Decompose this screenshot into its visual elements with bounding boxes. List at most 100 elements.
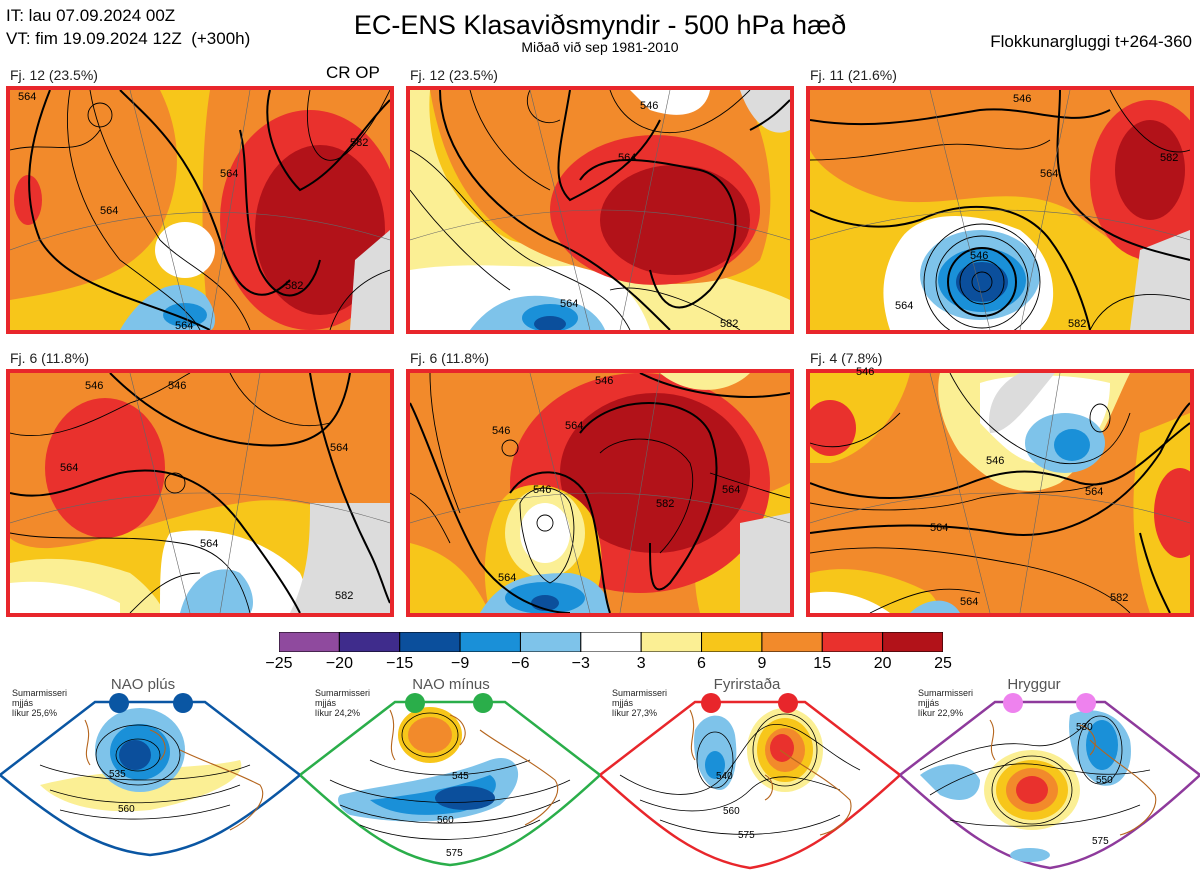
- colorbar-tick: −6: [511, 655, 530, 672]
- cluster-window: Flokkunargluggi t+264-360: [990, 32, 1192, 51]
- panel-1-contour-c: 564: [100, 205, 119, 217]
- regime-season: Sumarmisseri: [612, 688, 668, 698]
- panel-5-contour-b: 546: [492, 425, 511, 437]
- page-subtitle: Miðað við sep 1981-2010: [521, 39, 679, 55]
- colorbar: [279, 632, 943, 652]
- panel-6-contour-f: 582: [1110, 592, 1129, 604]
- panel-6-contour-b: 546: [986, 455, 1005, 467]
- panel-3-contour-d: 546: [970, 250, 989, 262]
- regime-nao-plus-name: NAO plús: [110, 676, 176, 693]
- regime-months: mjjás: [315, 698, 337, 708]
- regime-nao-minus-marker: [473, 693, 493, 713]
- regime-ridge-name: Hryggur: [1007, 676, 1061, 693]
- panel-5-label: Fj. 6 (11.8%): [410, 350, 490, 366]
- regime-season: Sumarmisseri: [918, 688, 974, 698]
- regime-nao-minus-marker: [405, 693, 425, 713]
- colorbar-swatch: [821, 632, 884, 652]
- colorbar-tick: −20: [325, 655, 353, 672]
- panel-5-contour-g: 564: [498, 572, 517, 584]
- regime-ridge-contour: 550: [1096, 775, 1113, 786]
- panel-5-contour-e: 564: [722, 484, 741, 496]
- colorbar-swatch: [459, 632, 521, 652]
- colorbar-tick: 15: [813, 655, 832, 672]
- colorbar-tick: −15: [386, 655, 414, 672]
- panel-3-contour-a: 546: [1013, 93, 1032, 105]
- regime-ridge-meta: Sumarmisseri mjjás líkur 22,9%: [918, 688, 973, 718]
- colorbar-tick: 9: [757, 655, 767, 672]
- colorbar-swatch: [338, 632, 401, 652]
- panel-3-label: Fj. 11 (21.6%): [810, 67, 897, 83]
- panel-2-contour-a: 546: [640, 100, 659, 112]
- panel-4-label: Fj. 6 (11.8%): [10, 350, 90, 366]
- panel-3-contour-c: 582: [1160, 152, 1179, 164]
- panel-5-contour-d: 546: [533, 484, 552, 496]
- regime-nao-minus-map: [300, 700, 600, 867]
- regime-probability: líkur 25,6%: [12, 708, 58, 718]
- regime-nao-minus-meta: Sumarmisseri mjjás líkur 24,2%: [315, 688, 370, 718]
- colorbar-swatch: [279, 632, 340, 652]
- colorbar-swatch: [761, 632, 823, 652]
- regime-nao-plus-contour: 535: [109, 769, 126, 780]
- panel-4-contour-e: 564: [200, 538, 219, 550]
- run-info: IT: lau 07.09.2024 00Z VT: fim 19.09.202…: [6, 4, 250, 50]
- regime-nao-minus-contour: 545: [452, 771, 469, 782]
- panel-6-contour-c: 564: [1085, 486, 1104, 498]
- regime-ridge-contour: 575: [1092, 836, 1109, 847]
- regime-season: Sumarmisseri: [315, 688, 371, 698]
- regime-blocking-name: Fyrirstaða: [713, 676, 781, 693]
- issue-time: IT: lau 07.09.2024 00Z: [6, 6, 176, 25]
- cluster-map-4-svg: [10, 373, 390, 613]
- regime-blocking-contour: 560: [723, 806, 740, 817]
- regime-ridge-marker: [1003, 693, 1023, 713]
- panel-4-contour-c: 546: [168, 380, 187, 392]
- panel-1-contour-a: 564: [18, 91, 37, 103]
- cluster-map-2: [406, 86, 794, 334]
- colorbar-tick: −25: [265, 655, 293, 672]
- colorbar-tick: −3: [571, 655, 590, 672]
- regime-nao-plus-marker: [173, 693, 193, 713]
- colorbar-swatch: [640, 632, 703, 652]
- panel-2-contour-d: 582: [720, 318, 739, 330]
- cluster-map-6-svg: [810, 373, 1190, 613]
- colorbar-swatch: [701, 632, 763, 652]
- regime-blocking-marker: [701, 693, 721, 713]
- regime-ridge-marker: [1076, 693, 1096, 713]
- cluster-map-3: [806, 86, 1194, 334]
- regime-months: mjjás: [918, 698, 940, 708]
- regime-probability: líkur 27,3%: [612, 708, 658, 718]
- regime-months: mjjás: [612, 698, 634, 708]
- panel-1-label: Fj. 12 (23.5%): [10, 67, 98, 83]
- regime-nao-minus-contour: 560: [437, 815, 454, 826]
- cluster-map-1-svg: [10, 90, 390, 330]
- panel-6-contour-d: 564: [930, 522, 949, 534]
- panel-1-contour-d: 582: [350, 137, 369, 149]
- regime-probability: líkur 24,2%: [315, 708, 361, 718]
- regime-nao-minus-contour: 575: [446, 848, 463, 859]
- panel-4-contour-f: 582: [335, 590, 354, 602]
- regime-nao-plus-map: [0, 700, 300, 857]
- cluster-map-5: [406, 369, 794, 617]
- regime-blocking-contour: 575: [738, 830, 755, 841]
- panel-6-contour-e: 564: [960, 596, 979, 608]
- panel-6-contour-a: 546: [856, 366, 875, 378]
- colorbar-tick: 3: [636, 655, 646, 672]
- cluster-map-1: [6, 86, 394, 334]
- panel-4-contour-d: 564: [330, 442, 349, 454]
- colorbar-swatch: [519, 632, 582, 652]
- panel-2-contour-b: 564: [618, 152, 637, 164]
- panel-4-contour-a: 546: [85, 380, 104, 392]
- regime-nao-plus-marker: [109, 693, 129, 713]
- panel-4-contour-b: 564: [60, 462, 79, 474]
- regime-months: mjjás: [12, 698, 34, 708]
- colorbar-swatch: [882, 632, 943, 652]
- colorbar-swatch: [580, 632, 642, 652]
- panel-1-contour-b: 564: [220, 168, 239, 180]
- cluster-map-4: [6, 369, 394, 617]
- panel-5-contour-c: 564: [565, 420, 584, 432]
- regime-nao-plus-contour: 560: [118, 804, 135, 815]
- cluster-map-5-svg: [410, 373, 790, 613]
- colorbar-swatch: [399, 632, 461, 652]
- panel-6-label: Fj. 4 (7.8%): [810, 350, 883, 366]
- panel-1-contour-e: 582: [285, 280, 304, 292]
- page-title: EC-ENS Klasaviðsmyndir - 500 hPa hæð: [353, 10, 847, 40]
